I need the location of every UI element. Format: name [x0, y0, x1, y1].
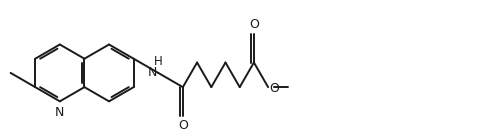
Text: O: O [249, 18, 259, 31]
Text: O: O [178, 120, 188, 132]
Text: H: H [154, 55, 163, 67]
Text: N: N [148, 66, 157, 79]
Text: N: N [55, 106, 64, 119]
Text: O: O [269, 82, 279, 95]
